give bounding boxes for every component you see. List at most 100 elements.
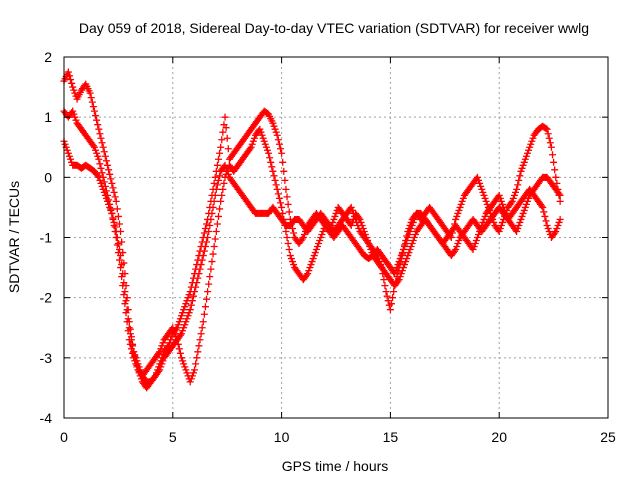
data-point	[514, 181, 521, 188]
y-tick-label: -3	[40, 350, 53, 366]
chart-canvas: Day 059 of 2018, Sidereal Day-to-day VTE…	[0, 0, 640, 480]
data-point	[224, 135, 231, 142]
data-point	[195, 270, 202, 277]
data-point	[199, 257, 206, 264]
data-point	[105, 166, 112, 173]
y-tick-label: 2	[44, 49, 52, 65]
data-point	[273, 181, 280, 188]
data-point	[216, 172, 223, 179]
data-point	[216, 150, 223, 157]
data-point	[286, 246, 293, 253]
data-point	[212, 192, 219, 199]
data-point	[276, 141, 283, 148]
data-point	[97, 165, 104, 172]
data-point	[285, 201, 292, 208]
data-point	[217, 198, 224, 205]
data-point	[390, 288, 397, 295]
data-point	[193, 279, 200, 286]
data-point	[97, 135, 104, 142]
data-point	[198, 261, 205, 268]
data-point	[384, 293, 391, 300]
data-point	[103, 157, 110, 164]
data-point	[542, 217, 549, 224]
data-point	[270, 172, 277, 179]
x-tick-label: 25	[600, 429, 616, 445]
y-tick-label: -2	[40, 290, 53, 306]
x-tick-label: 15	[383, 429, 399, 445]
data-point	[549, 151, 556, 158]
data-point	[111, 189, 118, 196]
data-point	[214, 181, 221, 188]
data-point	[68, 80, 75, 87]
data-point	[198, 330, 205, 337]
data-point	[274, 186, 281, 193]
data-point	[192, 360, 199, 367]
data-point	[114, 205, 121, 212]
data-point	[550, 159, 557, 166]
data-point	[193, 354, 200, 361]
data-point	[109, 214, 116, 221]
data-point	[222, 114, 229, 121]
data-point	[216, 205, 223, 212]
data-point	[552, 174, 559, 181]
data-point	[88, 94, 95, 101]
data-point	[278, 204, 285, 211]
data-point	[208, 210, 215, 217]
data-point	[210, 204, 217, 211]
data-point	[282, 228, 289, 235]
data-point	[206, 273, 213, 280]
data-point	[197, 336, 204, 343]
data-point	[203, 239, 210, 246]
x-tick-label: 0	[60, 429, 68, 445]
x-tick-label: 10	[274, 429, 290, 445]
data-point	[89, 99, 96, 106]
data-point	[211, 198, 218, 205]
data-point	[204, 234, 211, 241]
data-point	[102, 153, 109, 160]
y-axis-label: SDTVAR / TECUs	[6, 181, 22, 293]
data-point	[93, 117, 100, 124]
x-tick-label: 5	[169, 429, 177, 445]
y-tick-label: 1	[44, 109, 52, 125]
data-point	[278, 150, 285, 157]
data-point	[383, 288, 390, 295]
data-point	[95, 126, 102, 133]
data-point	[269, 168, 276, 175]
data-point	[381, 282, 388, 289]
data-point	[201, 248, 208, 255]
data-point	[190, 293, 197, 300]
data-point	[387, 306, 394, 313]
data-point	[90, 103, 97, 110]
data-point	[112, 193, 119, 200]
data-point	[215, 213, 222, 220]
data-point	[267, 159, 274, 166]
data-point	[113, 198, 120, 205]
data-point	[268, 163, 275, 170]
data-point	[99, 139, 106, 146]
data-point	[218, 136, 225, 143]
y-tick-label: -4	[40, 410, 53, 426]
data-point	[212, 236, 219, 243]
data-point	[204, 288, 211, 295]
data-point	[279, 159, 286, 166]
data-point	[218, 192, 225, 199]
y-tick-label: 0	[44, 169, 52, 185]
data-point	[515, 177, 522, 184]
data-point	[208, 258, 215, 265]
data-point	[202, 243, 209, 250]
data-point	[219, 186, 226, 193]
data-point	[284, 234, 291, 241]
data-point	[100, 144, 107, 151]
data-point	[277, 145, 284, 152]
data-point	[266, 154, 273, 161]
data-point	[282, 186, 289, 193]
data-point	[276, 195, 283, 202]
data-point	[106, 171, 113, 178]
data-point	[225, 145, 232, 152]
data-point	[200, 318, 207, 325]
data-point	[201, 229, 208, 236]
data-point	[211, 243, 218, 250]
sdtvar-chart: Day 059 of 2018, Sidereal Day-to-day VTE…	[0, 0, 640, 480]
data-point	[516, 172, 523, 179]
data-point	[213, 186, 220, 193]
